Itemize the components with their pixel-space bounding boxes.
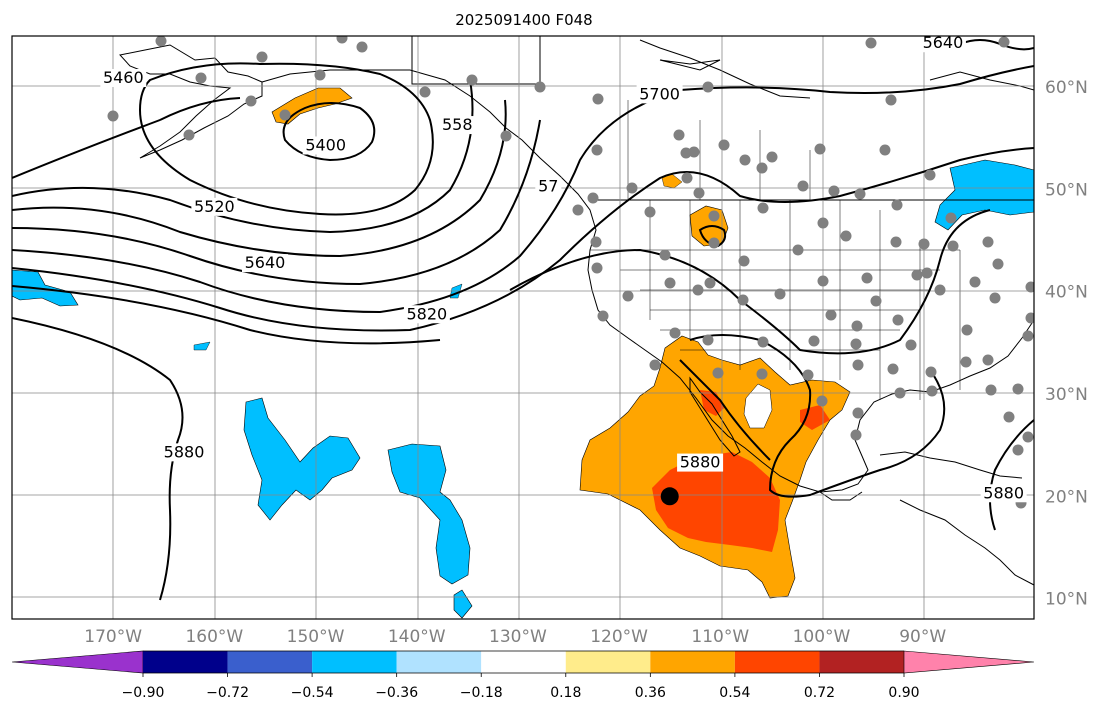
latitude-label: 30°N xyxy=(1045,385,1088,405)
contour-label-bg xyxy=(980,484,1027,503)
contour-label: 5820 xyxy=(407,304,448,323)
colorbar-segment xyxy=(227,651,313,673)
latitude-label: 60°N xyxy=(1045,78,1088,98)
colorbar-tick-label: 0.36 xyxy=(635,685,666,701)
strong-positive-anomaly-region xyxy=(652,452,780,552)
latitude-labels: 60°N 50°N 40°N 30°N 20°N 10°N xyxy=(1045,78,1088,609)
station-markers xyxy=(107,36,1034,509)
contour-label-bg xyxy=(191,197,238,216)
colorbar-tick-label: −0.90 xyxy=(122,685,165,701)
negative-anomaly-region xyxy=(934,159,1034,231)
anomaly-shading xyxy=(12,87,1034,619)
colorbar-extend-min xyxy=(11,650,144,674)
colorbar-tick-label: 0.72 xyxy=(804,685,835,701)
longitude-label: 120°W xyxy=(590,627,648,647)
latitude-label: 20°N xyxy=(1045,487,1088,507)
longitude-label: 90°W xyxy=(899,627,946,647)
contour-label: 5880 xyxy=(680,453,721,472)
latitude-label: 40°N xyxy=(1045,283,1088,303)
storm-center-marker xyxy=(660,487,679,506)
latitude-label: 50°N xyxy=(1045,180,1088,200)
political-borders xyxy=(590,100,961,400)
negative-anomaly-region xyxy=(12,269,79,307)
contour-label: 5880 xyxy=(983,483,1024,502)
colorbar: −0.90 −0.72 −0.54 −0.36 −0.18 0.18 0.36 0.54 0.7… xyxy=(11,650,1035,701)
colorbar-segment xyxy=(481,651,566,673)
contour-label-bg xyxy=(161,443,208,462)
colorbar-tick-label: 0.18 xyxy=(550,685,581,701)
contour-label: 5460 xyxy=(103,68,144,87)
colorbar-tick-label: −0.18 xyxy=(460,685,503,701)
strong-positive-anomaly-region xyxy=(743,383,773,429)
longitude-label: 130°W xyxy=(489,627,547,647)
colorbar-segment xyxy=(312,651,397,673)
longitude-labels: 170°W 160°W 150°W 140°W 130°W 120°W 110°W 100°W… xyxy=(84,627,946,647)
contour-label-bg xyxy=(677,453,724,472)
contour-label: 558 xyxy=(442,115,473,134)
coastlines xyxy=(119,36,1034,586)
colorbar-segment xyxy=(143,651,228,673)
contour-label: 5880 xyxy=(164,442,205,461)
colorbar-segment xyxy=(734,651,820,673)
longitude-label: 110°W xyxy=(691,627,749,647)
contour-label: 57 xyxy=(538,176,558,195)
longitude-label: 170°W xyxy=(84,627,142,647)
colorbar-extend-max xyxy=(903,650,1035,674)
contour-label: 5700 xyxy=(639,84,680,103)
contour-label-bg xyxy=(302,136,349,155)
contour-label: 5640 xyxy=(923,33,964,52)
colorbar-outline xyxy=(143,650,904,674)
contour-label-bg xyxy=(636,85,683,104)
colorbar-tick-label: −0.36 xyxy=(375,685,418,701)
contour-label: 5520 xyxy=(194,197,235,216)
colorbar-segment xyxy=(565,651,651,673)
plot-frame xyxy=(11,35,1035,620)
negative-anomaly-region xyxy=(193,341,211,351)
chart-title: 2025091400 F048 xyxy=(455,11,592,29)
graticule xyxy=(12,36,1034,619)
strong-positive-anomaly-region xyxy=(700,390,724,416)
contour-label-bg xyxy=(535,177,562,196)
latitude-label: 10°N xyxy=(1045,590,1088,610)
contour-label-bg xyxy=(241,254,288,273)
negative-anomaly-region xyxy=(243,397,361,521)
longitude-label: 150°W xyxy=(287,627,345,647)
contour-label: 5400 xyxy=(305,136,346,155)
colorbar-tick-label: −0.72 xyxy=(206,685,249,701)
colorbar-segment xyxy=(396,651,482,673)
longitude-label: 160°W xyxy=(185,627,243,647)
contour-labels: 5460 5400 5520 5640 5820 5880 5700 558 57 5880 588… xyxy=(100,33,1027,503)
contour-label-bg xyxy=(439,116,476,135)
map-plot-area: 5460 5400 5520 5640 5820 5880 5700 558 57 5880 588… xyxy=(12,33,1034,619)
longitude-label: 100°W xyxy=(793,627,851,647)
colorbar-tick-label: 0.90 xyxy=(888,685,919,701)
longitude-label: 140°W xyxy=(388,627,446,647)
height-contours xyxy=(12,39,1034,601)
colorbar-segment xyxy=(650,651,735,673)
contour-label-bg xyxy=(100,69,147,88)
contour-label: 5640 xyxy=(245,253,286,272)
colorbar-tick-label: −0.54 xyxy=(291,685,334,701)
colorbar-segment xyxy=(819,651,904,673)
contour-label-bg xyxy=(919,36,966,53)
colorbar-tick-label: 0.54 xyxy=(719,685,750,701)
negative-anomaly-region xyxy=(387,443,471,585)
contour-label-bg xyxy=(403,305,450,324)
